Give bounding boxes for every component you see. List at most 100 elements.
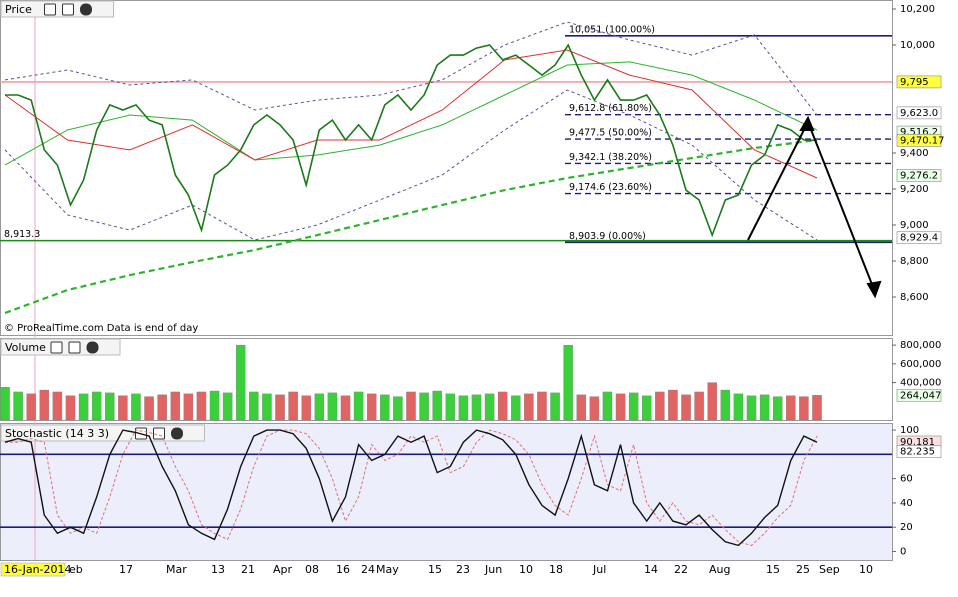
- volume-bar: [209, 390, 220, 421]
- volume-bar: [720, 389, 731, 421]
- volume-bar: [52, 391, 63, 421]
- volume-bar: [39, 389, 50, 421]
- volume-bar: [628, 392, 639, 421]
- volume-bar: [380, 394, 390, 421]
- value-tag: [896, 75, 942, 89]
- level-label: 9,342.1 (38.20%): [569, 152, 652, 163]
- volume-bar: [393, 396, 403, 421]
- x-tick-label: 22: [674, 563, 688, 576]
- y-tick-label: 9,000: [900, 220, 929, 231]
- volume-bar: [563, 344, 573, 421]
- value-tag: [896, 388, 942, 402]
- volume-bar: [157, 394, 167, 421]
- y-tick-label: 60: [900, 474, 913, 485]
- volume-bar: [655, 391, 665, 421]
- volume-bar: [118, 395, 128, 421]
- panel-title: Volume: [5, 341, 46, 354]
- y-tick-label: 9,400: [900, 148, 929, 159]
- x-tick-label: eb: [69, 563, 83, 576]
- volume-bar: [249, 391, 259, 421]
- volume-bar: [668, 389, 678, 421]
- price-panel: [0, 0, 893, 336]
- volume-bar: [275, 394, 285, 421]
- value-tag-label: 8,929.4: [900, 233, 938, 244]
- volume-bar: [694, 391, 704, 421]
- value-tag-label: 90.181: [900, 437, 935, 448]
- value-tag: [896, 106, 942, 120]
- x-tick-label: 13: [211, 563, 225, 576]
- volume-bar: [419, 392, 429, 421]
- value-tag: [896, 134, 942, 147]
- y-tick-label: 40: [900, 498, 913, 509]
- volume-bar: [196, 391, 207, 421]
- volume-bar: [537, 391, 547, 421]
- x-tick-label: 08: [305, 563, 319, 576]
- x-tick-label: 10: [519, 563, 533, 576]
- volume-bar: [0, 387, 10, 421]
- volume-bar: [301, 395, 311, 421]
- volume-bar: [681, 394, 691, 421]
- volume-bar: [13, 391, 23, 421]
- volume-bar: [733, 393, 744, 421]
- volume-bar: [26, 393, 36, 421]
- x-tick-label: Jun: [484, 563, 502, 576]
- y-tick-label: 600,000: [900, 359, 941, 370]
- x-tick-label: 16: [336, 563, 350, 576]
- volume-bar: [366, 393, 377, 421]
- panel-title: Stochastic (14 3 3): [5, 427, 109, 440]
- x-tick-label: Sep: [819, 563, 840, 576]
- x-tick-label: 14: [644, 563, 658, 576]
- panel-icon: [50, 341, 63, 354]
- x-tick-label: 25: [796, 563, 810, 576]
- volume-bar: [236, 344, 246, 421]
- series-line: [4, 49, 818, 179]
- volume-bar: [105, 392, 115, 421]
- y-tick-label: 0: [900, 547, 906, 558]
- value-tag-label: 82.235: [900, 447, 935, 458]
- volume-bar: [642, 395, 652, 421]
- value-tag-label: 9,516.2: [900, 127, 938, 138]
- x-tick-label: 24: [361, 563, 375, 576]
- x-tick-label: 18: [549, 563, 563, 576]
- level-label: 9,612.8 (61.80%): [569, 103, 652, 114]
- value-tag-label: 9,623.0: [900, 108, 938, 119]
- panel-icon: [171, 427, 183, 440]
- y-tick-label: 8,600: [900, 292, 929, 303]
- panel-icon: [44, 3, 56, 16]
- series-line: [4, 61, 818, 166]
- panel-title: Price: [5, 3, 32, 16]
- volume-bar: [786, 395, 796, 421]
- value-tag-label: 9,276.2: [900, 170, 938, 181]
- volume-bar: [772, 396, 783, 421]
- level-label: 8,913.3: [4, 229, 40, 240]
- level-label: 8,903.9 (0.00%): [569, 231, 646, 242]
- volume-bar: [615, 393, 626, 421]
- y-tick-label: 20: [900, 522, 913, 533]
- volume-bar: [262, 393, 272, 421]
- level-label: 9,477.5 (50.00%): [569, 128, 652, 139]
- x-tick-label: 10: [859, 563, 873, 576]
- panel-icon: [153, 427, 165, 440]
- series-line: [4, 138, 818, 315]
- series-line: [4, 89, 818, 241]
- value-tag: [896, 445, 942, 458]
- x-tick-label: 16-Jan-2014: [4, 563, 72, 576]
- x-tick-label: Mar: [166, 563, 187, 576]
- volume-bar: [406, 391, 416, 421]
- volume-bar: [353, 391, 364, 421]
- y-tick-label: 10,200: [900, 4, 935, 15]
- value-tag: [896, 168, 942, 182]
- level-label: 9,174.6 (23.60%): [569, 182, 652, 193]
- volume-bar: [327, 392, 338, 421]
- volume-bar: [144, 396, 154, 421]
- x-tick-label: Jul: [592, 563, 606, 576]
- value-tag-label: 264,047: [900, 390, 941, 401]
- series-line: [5, 43, 818, 238]
- y-tick-label: 100: [900, 425, 919, 436]
- y-tick-label: 400,000: [900, 378, 941, 389]
- volume-bar: [131, 393, 141, 421]
- x-tick-label: 21: [241, 563, 255, 576]
- volume-bar: [445, 393, 456, 421]
- value-tag-label: 9,795: [900, 77, 929, 88]
- stochastic-panel: [0, 423, 893, 561]
